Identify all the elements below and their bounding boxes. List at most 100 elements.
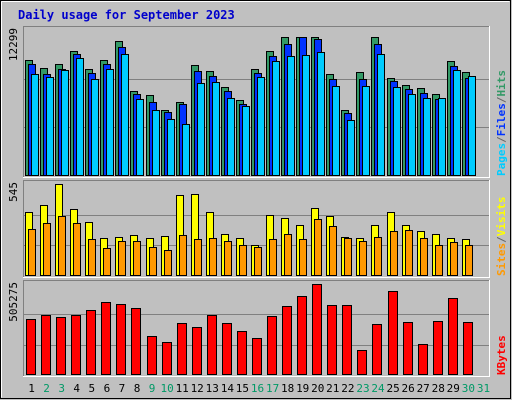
x-tick-label: 13: [206, 382, 219, 395]
y-max-label: 12299: [7, 28, 20, 61]
panel-kbytes: 505275 KBytes: [7, 280, 508, 377]
bar-kbytes-day-14: [222, 323, 232, 375]
bar-kbytes-day-4: [71, 315, 81, 375]
x-tick-label: 16: [251, 382, 264, 395]
x-tick-label: 26: [401, 382, 414, 395]
bar-kbytes-day-16: [252, 338, 262, 375]
bar-kbytes-day-26: [403, 322, 413, 375]
x-tick-label: 28: [432, 382, 445, 395]
bar-sites-day-23: [359, 241, 367, 276]
legend-item: /: [495, 136, 508, 143]
bar-sites-day-29: [450, 242, 458, 276]
bar-sites-day-6: [103, 248, 111, 276]
bar-kbytes-day-3: [56, 317, 66, 375]
bar-sites-day-8: [133, 241, 141, 276]
bar-pages-day-9: [152, 110, 160, 176]
bar-sites-day-25: [390, 231, 398, 276]
bar-kbytes-day-23: [357, 350, 367, 375]
bar-sites-day-24: [374, 237, 382, 276]
bar-sites-day-27: [420, 238, 428, 276]
bar-kbytes-day-19: [297, 296, 307, 375]
bar-sites-day-18: [284, 234, 292, 276]
x-tick-label: 15: [236, 382, 249, 395]
bar-kbytes-day-30: [463, 322, 473, 375]
bar-kbytes-day-29: [448, 298, 458, 375]
bar-sites-day-28: [435, 245, 443, 276]
bar-pages-day-26: [408, 94, 416, 176]
bar-pages-day-25: [393, 87, 401, 176]
x-tick-label: 6: [104, 382, 111, 395]
bar-sites-day-15: [239, 245, 247, 276]
bar-pages-day-29: [453, 70, 461, 176]
bar-sites-day-30: [465, 245, 473, 276]
x-tick-label: 22: [341, 382, 354, 395]
bar-pages-day-30: [468, 76, 476, 176]
bar-sites-day-14: [224, 241, 232, 276]
bar-kbytes-day-21: [327, 305, 337, 375]
x-tick-label: 1: [28, 382, 35, 395]
bar-kbytes-day-8: [131, 308, 141, 375]
legend-item: /: [495, 96, 508, 103]
chart-panels: 12299Pages/Files/Hits545Sites/Visits5052…: [7, 26, 508, 377]
x-tick-label: 31: [477, 382, 490, 395]
bar-sites-day-3: [58, 216, 66, 276]
x-tick-label: 8: [134, 382, 141, 395]
bar-pages-day-13: [212, 82, 220, 176]
bar-pages-day-17: [272, 61, 280, 176]
bar-sites-day-22: [344, 238, 352, 276]
bar-kbytes-day-12: [192, 327, 202, 375]
bar-kbytes-day-22: [342, 305, 352, 375]
bar-pages-day-6: [106, 69, 114, 176]
bar-pages-day-18: [287, 56, 295, 176]
bar-sites-day-21: [329, 226, 337, 276]
bar-kbytes-day-13: [207, 315, 217, 375]
x-tick-label: 3: [58, 382, 65, 395]
legend-item: Files: [495, 103, 508, 136]
bar-sites-day-20: [314, 219, 322, 276]
bar-pages-day-21: [332, 86, 340, 176]
x-tick-label: 18: [281, 382, 294, 395]
bar-sites-day-1: [28, 229, 36, 276]
x-tick-label: 17: [266, 382, 279, 395]
bar-sites-day-13: [209, 238, 217, 276]
bar-pages-day-28: [438, 98, 446, 176]
bar-sites-day-9: [149, 247, 157, 276]
bar-sites-day-19: [299, 239, 307, 276]
legend-visits: Sites/Visits: [495, 197, 508, 277]
bar-sites-day-5: [88, 239, 96, 276]
x-tick-label: 29: [447, 382, 460, 395]
bar-kbytes-day-24: [372, 324, 382, 375]
bar-kbytes-day-9: [147, 336, 157, 375]
legend-item: Visits: [495, 197, 508, 237]
x-tick-label: 25: [386, 382, 399, 395]
bar-kbytes-day-18: [282, 306, 292, 375]
bar-pages-day-4: [76, 58, 84, 176]
bar-pages-day-22: [347, 120, 355, 176]
bar-pages-day-23: [362, 86, 370, 176]
legend-kbytes: KBytes: [495, 335, 508, 375]
x-tick-label: 21: [326, 382, 339, 395]
x-tick-label: 19: [296, 382, 309, 395]
bar-kbytes-day-25: [388, 291, 398, 375]
bar-pages-day-11: [182, 124, 190, 176]
x-axis-labels: 1 2 3 4 5 6 7 8 9 10 11 12 13 14 15 16 17 18 19 20 21 22 23 24 2…: [28, 382, 490, 395]
legend-hits: Pages/Files/Hits: [495, 70, 508, 176]
bar-pages-day-10: [167, 119, 175, 176]
legend-item: /: [495, 236, 508, 243]
x-tick-label: 12: [191, 382, 204, 395]
x-tick-label: 14: [221, 382, 235, 395]
bar-sites-day-12: [194, 239, 202, 276]
bar-pages-day-14: [227, 98, 235, 176]
bar-sites-day-2: [43, 223, 51, 276]
bar-pages-day-12: [197, 83, 205, 176]
bar-sites-day-7: [118, 241, 126, 276]
x-tick-label: 10: [160, 382, 173, 395]
bar-kbytes-day-17: [267, 316, 277, 375]
bar-pages-day-2: [46, 77, 54, 176]
bar-kbytes-day-11: [177, 323, 187, 375]
panel-hits: 12299 Pages/Files/Hits: [7, 26, 508, 178]
x-tick-label: 5: [88, 382, 95, 395]
x-tick-label: 2: [43, 382, 50, 395]
